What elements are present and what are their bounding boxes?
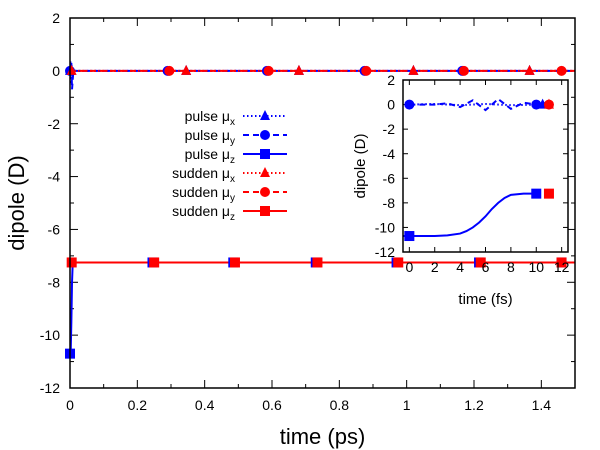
main-series-marker (181, 64, 192, 75)
inset-panel: 0 2 4 6 8 10 12 -12 -10 -8 -6 -4 -2 0 2 time (fs) dipole… (352, 72, 570, 308)
main-series-marker (361, 65, 372, 76)
main-xtick-label: 0.2 (128, 397, 148, 413)
inset-x-axis-label: time (fs) (458, 291, 512, 308)
main-ytick-label: -4 (48, 169, 61, 185)
inset-xtick-label: 0 (405, 259, 413, 275)
inset-xtick-label: 6 (482, 259, 490, 275)
main-x-axis-label: time (ps) (280, 424, 366, 449)
legend-marker (260, 206, 270, 216)
main-series-marker (312, 257, 323, 268)
legend-marker (260, 167, 270, 177)
inset-xtick-label: 12 (554, 259, 570, 275)
inset-series-marker (543, 99, 554, 110)
inset-frame (402, 79, 569, 253)
inset-ytick-label: -4 (383, 146, 396, 162)
inset-xtick-label: 4 (456, 259, 464, 275)
main-series-marker (408, 64, 419, 75)
legend-label: sudden μy (172, 184, 235, 204)
main-series-marker (293, 64, 304, 75)
legend-label: pulse μz (185, 146, 235, 166)
main-series-marker (229, 257, 240, 268)
inset-ytick-label: 0 (387, 97, 395, 113)
main-ytick-label: -8 (48, 274, 61, 290)
main-xtick-label: 0.8 (330, 397, 350, 413)
main-xtick-label: 0 (66, 397, 74, 413)
main-series-marker (556, 65, 567, 76)
main-series-marker (524, 64, 535, 75)
main-xtick-label: 1.2 (464, 397, 484, 413)
inset-ytick-label: -2 (383, 121, 396, 137)
inset-series-marker (531, 99, 542, 110)
main-series-line (70, 62, 575, 90)
legend-label: sudden μx (172, 165, 235, 185)
main-series-marker (458, 65, 469, 76)
main-ytick-label: -10 (40, 327, 60, 343)
inset-ytick-label: 2 (387, 72, 395, 88)
main-series-marker (263, 65, 274, 76)
main-frame (69, 17, 576, 389)
main-xtick-label: 0.4 (195, 397, 215, 413)
main-series-marker (66, 257, 77, 268)
inset-series-marker (404, 99, 415, 110)
inset-ytick-label: -6 (383, 170, 396, 186)
main-ytick-label: -12 (40, 380, 60, 396)
main-series-marker (475, 257, 486, 268)
legend-marker (260, 110, 270, 120)
legend-label: pulse μx (185, 108, 235, 128)
inset-xtick-label: 10 (528, 259, 544, 275)
inset-xtick-label: 8 (507, 259, 515, 275)
legend-marker (260, 187, 270, 197)
main-xtick-label: 0.6 (262, 397, 282, 413)
main-xtick-label: 1.4 (532, 397, 552, 413)
inset-series-marker (531, 188, 542, 199)
inset-series-line (403, 192, 537, 238)
inset-y-axis-label: dipole (D) (352, 133, 369, 198)
inset-series-marker (543, 188, 554, 199)
main-y-axis-label: dipole (D) (4, 155, 29, 250)
main-xtick-label: 1 (403, 397, 411, 413)
inset-plot-area (403, 80, 568, 252)
inset-series-marker (404, 231, 415, 242)
legend-label: sudden μz (172, 203, 235, 223)
main-ytick-label: -6 (48, 221, 61, 237)
main-ytick-label: 0 (52, 63, 60, 79)
inset-ytick-label: -12 (375, 244, 395, 260)
legend-label: pulse μy (185, 127, 235, 147)
main-series-marker (149, 257, 160, 268)
main-ytick-label: -2 (48, 116, 61, 132)
main-series-marker (164, 65, 175, 76)
inset-series-line (409, 97, 537, 112)
legend-marker (260, 130, 270, 140)
legend-marker (260, 149, 270, 159)
inset-ytick-label: -8 (383, 195, 396, 211)
main-ytick-label: 2 (52, 10, 60, 26)
main-series-marker (393, 257, 404, 268)
main-series-marker (556, 257, 567, 268)
main-series-marker (66, 64, 77, 75)
inset-xtick-label: 2 (431, 259, 439, 275)
inset-ytick-label: -10 (375, 219, 395, 235)
